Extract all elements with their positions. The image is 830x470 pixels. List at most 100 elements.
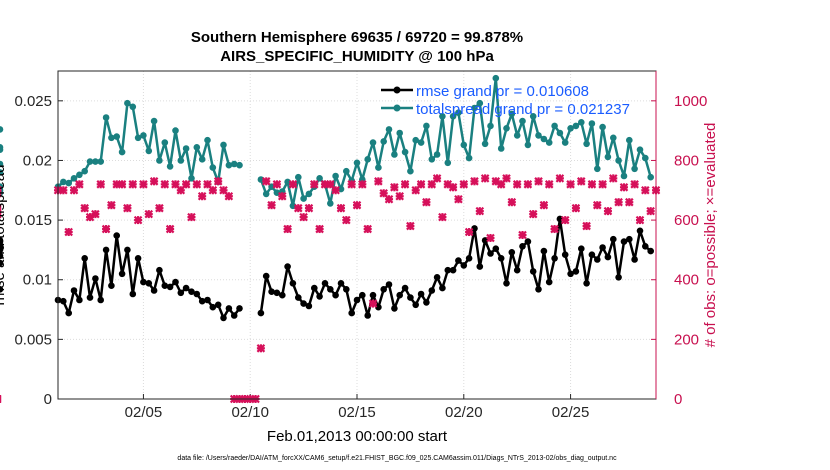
rmse-point (273, 289, 281, 297)
rmse-point (460, 262, 468, 269)
obs-evaluated-point (107, 200, 116, 210)
totalspread-point (620, 172, 628, 180)
totalspread-point (161, 139, 169, 146)
rmse-point (588, 251, 596, 258)
obs-evaluated-point (432, 174, 442, 183)
totalspread-point (455, 109, 462, 116)
rmse-point (321, 280, 329, 287)
obs-evaluated-point (592, 200, 602, 210)
obs-evaluated-point (336, 203, 346, 213)
chart-title-line2: AIRS_SPECIFIC_HUMIDITY @ 100 hPa (220, 48, 494, 65)
obs-evaluated-point (544, 180, 554, 189)
totalspread-point (561, 139, 569, 146)
obs-evaluated-point (646, 206, 655, 216)
obs-evaluated-point (133, 215, 143, 225)
totalspread-point (102, 114, 110, 121)
obs-evaluated-point (96, 180, 105, 189)
obs-evaluated-point (315, 224, 324, 234)
obs-evaluated-point (486, 233, 495, 243)
totalspread-point (113, 133, 120, 140)
obs-evaluated-point (448, 183, 458, 192)
rmse-point (108, 282, 115, 290)
totalspread-point (86, 158, 94, 165)
totalspread-point (193, 144, 201, 151)
totalspread-point (578, 119, 585, 126)
rmse-point (578, 245, 585, 252)
rmse-point (455, 257, 462, 264)
obs-evaluated-point (635, 215, 645, 225)
totalspread-point (492, 74, 500, 82)
totalspread-point (508, 110, 516, 118)
obs-evaluated-point (256, 344, 266, 353)
obs-evaluated-point (555, 174, 565, 183)
rmse-point (332, 291, 339, 299)
totalspread-point (332, 172, 339, 180)
obs-evaluated-point (400, 180, 410, 189)
obs-evaluated-point (171, 180, 180, 189)
rmse-point (60, 297, 67, 305)
rmse-point (508, 249, 516, 256)
obs-evaluated-point (523, 180, 533, 189)
obs-evaluated-point (342, 215, 351, 225)
rmse-point (497, 254, 505, 262)
rmse-point (428, 287, 436, 294)
totalspread-point (76, 171, 83, 179)
totalspread-point (540, 135, 548, 143)
rmse-point (230, 312, 238, 319)
totalspread-point (572, 122, 580, 130)
obs-evaluated-point (374, 177, 383, 186)
rmse-point (204, 296, 211, 304)
x-tick-label: 02/15 (338, 404, 376, 421)
obs-evaluated-point (560, 215, 570, 225)
obs-evaluated-point (390, 183, 399, 192)
obs-evaluated-point (283, 224, 292, 234)
totalspread-point (444, 159, 452, 167)
totalspread-point (81, 167, 88, 175)
obs-evaluated-point (187, 212, 196, 222)
rmse-point (0, 286, 4, 293)
totalspread-point (487, 122, 494, 130)
obs-evaluated-point (619, 183, 629, 192)
rmse-point (492, 245, 500, 252)
rmse-point (519, 243, 526, 250)
rmse-point (161, 282, 169, 290)
totalspread-point (599, 123, 606, 131)
rmse-point (642, 243, 649, 250)
rmse-point (583, 280, 590, 287)
rmse-point (166, 283, 174, 291)
rmse-point (140, 278, 147, 286)
totalspread-point (513, 132, 521, 139)
rmse-point (551, 254, 558, 262)
obs-evaluated-point (507, 197, 517, 207)
totalspread-point (471, 104, 478, 112)
rmse-point (636, 227, 644, 235)
totalspread-point (124, 99, 131, 107)
totalspread-point (385, 126, 393, 133)
totalspread-point (134, 134, 142, 142)
obs-evaluated-point (155, 203, 164, 213)
obs-evaluated-point (576, 177, 586, 186)
totalspread-point (0, 169, 4, 176)
rmse-point (529, 268, 537, 275)
rmse-point (444, 266, 452, 274)
totalspread-point (70, 175, 78, 182)
rmse-point (134, 254, 142, 262)
totalspread-point (343, 167, 350, 175)
obs-evaluated-point (368, 299, 378, 308)
obs-evaluated-point (64, 227, 73, 237)
totalspread-point (407, 167, 414, 175)
totalspread-point (396, 129, 404, 137)
obs-evaluated-point (128, 180, 138, 189)
totalspread-point (188, 175, 195, 182)
rmse-point (198, 297, 206, 305)
x-tick-label: 02/25 (552, 404, 590, 421)
rmse-point (0, 252, 4, 260)
rmse-point (449, 266, 457, 274)
totalspread-point (209, 164, 217, 171)
obs-evaluated-point (550, 224, 559, 234)
totalspread-point (305, 190, 313, 198)
obs-evaluated-point (117, 180, 127, 189)
obs-evaluated-point (101, 224, 111, 234)
obs-evaluated-point (197, 191, 207, 201)
